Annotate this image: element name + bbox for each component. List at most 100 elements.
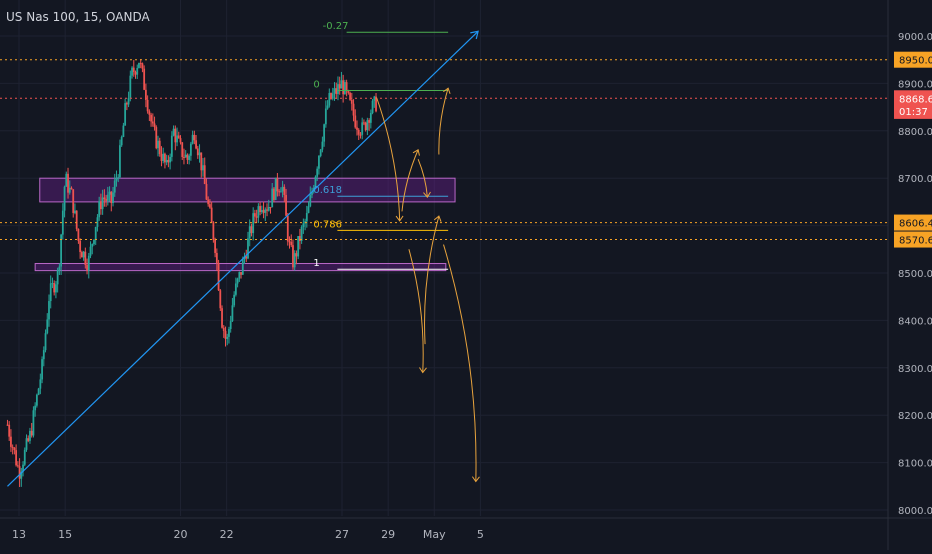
candle-body <box>44 333 47 351</box>
candle-body <box>369 112 372 123</box>
candle-body <box>250 226 253 234</box>
candle-body <box>139 62 142 64</box>
candle-body <box>58 266 61 270</box>
forecast-arrowhead <box>395 215 404 222</box>
candle-body <box>34 405 37 411</box>
candle-body <box>65 173 68 187</box>
x-tick-label: May <box>423 528 446 541</box>
candle-body <box>252 213 255 234</box>
candle-body <box>164 153 166 163</box>
candle-body <box>343 82 346 95</box>
candle-body <box>236 278 239 284</box>
candle-body <box>6 424 9 426</box>
candle-body <box>74 210 76 213</box>
price-axis-label: 8570.6 <box>899 236 932 247</box>
candle-body <box>335 88 338 95</box>
candle-body <box>260 210 263 213</box>
candle-body <box>188 155 191 160</box>
candle-body <box>302 223 305 227</box>
candle-body <box>241 259 244 275</box>
candle-body <box>210 207 213 223</box>
fib-level-label: 0.618 <box>313 185 342 196</box>
forecast-arrow[interactable] <box>401 149 419 212</box>
candle-body <box>202 165 204 171</box>
candle-body <box>94 226 97 240</box>
candle-body <box>32 410 35 436</box>
candle-body <box>276 177 279 192</box>
forecast-arrow[interactable] <box>408 249 424 373</box>
candle-body <box>373 96 376 101</box>
price-axis-label-box <box>894 90 932 107</box>
candle-body <box>177 135 180 139</box>
candle-body <box>293 253 296 268</box>
candle-body <box>298 236 301 241</box>
candle-body <box>100 201 102 210</box>
candle-body <box>42 350 45 360</box>
candle-body <box>30 430 33 436</box>
forecast-arrow[interactable] <box>424 215 440 345</box>
y-tick-label: 8800.0 <box>898 127 932 138</box>
candle-body <box>167 159 170 163</box>
candle-body <box>209 204 211 208</box>
candle-body <box>13 447 16 451</box>
candle-body <box>274 177 277 200</box>
candle-body <box>224 330 227 339</box>
candle-body <box>342 80 345 95</box>
candle-body <box>200 152 203 171</box>
candle-body <box>141 63 144 69</box>
forecast-arrow[interactable] <box>438 87 449 155</box>
candle-body <box>84 251 87 266</box>
price-axis-label-box <box>894 231 932 248</box>
candle-body <box>53 283 56 293</box>
candle-body <box>195 140 197 149</box>
candle-body <box>259 206 261 213</box>
candle-body <box>105 199 107 201</box>
candle-body <box>127 97 130 105</box>
candle-body <box>292 245 294 268</box>
candle-body <box>234 283 237 295</box>
forecast-arrow[interactable] <box>376 97 401 221</box>
x-tick-label: 27 <box>335 528 349 541</box>
candle-body <box>106 194 109 201</box>
fib-level-label: 0.786 <box>313 219 342 230</box>
forecast-arrow[interactable] <box>417 159 428 198</box>
forecast-arrowhead <box>471 476 480 483</box>
candle-body <box>309 194 312 207</box>
candle-body <box>122 125 125 137</box>
candle-body <box>146 99 149 112</box>
candle-body <box>22 464 24 472</box>
candle-body <box>117 177 120 179</box>
candle-body <box>151 121 154 124</box>
candle-body <box>311 191 313 195</box>
candle-body <box>35 394 38 406</box>
candle-body <box>16 465 19 467</box>
price-axis-label-box <box>894 214 932 231</box>
candle-body <box>23 449 26 465</box>
candle-body <box>60 234 63 267</box>
candle-body <box>375 96 377 112</box>
candle-body <box>273 188 275 200</box>
candle-body <box>368 120 371 123</box>
candle-body <box>316 168 319 177</box>
candle-body <box>101 197 104 210</box>
candle-body <box>113 180 116 193</box>
candle-body <box>91 244 94 247</box>
candle-body <box>347 90 350 93</box>
support-zone-2[interactable] <box>34 263 447 272</box>
candle-body <box>262 210 265 213</box>
candle-body <box>357 129 360 135</box>
candle-body <box>176 135 178 143</box>
candle-body <box>186 154 189 160</box>
candle-body <box>93 239 95 245</box>
candle-body <box>46 319 49 334</box>
trendline[interactable] <box>7 30 479 487</box>
candle-body <box>319 149 322 156</box>
x-tick-label: 29 <box>381 528 395 541</box>
forecast-arrowhead <box>412 148 420 156</box>
candle-body <box>172 128 175 136</box>
forecast-arrow[interactable] <box>443 244 477 482</box>
candle-body <box>51 283 54 285</box>
